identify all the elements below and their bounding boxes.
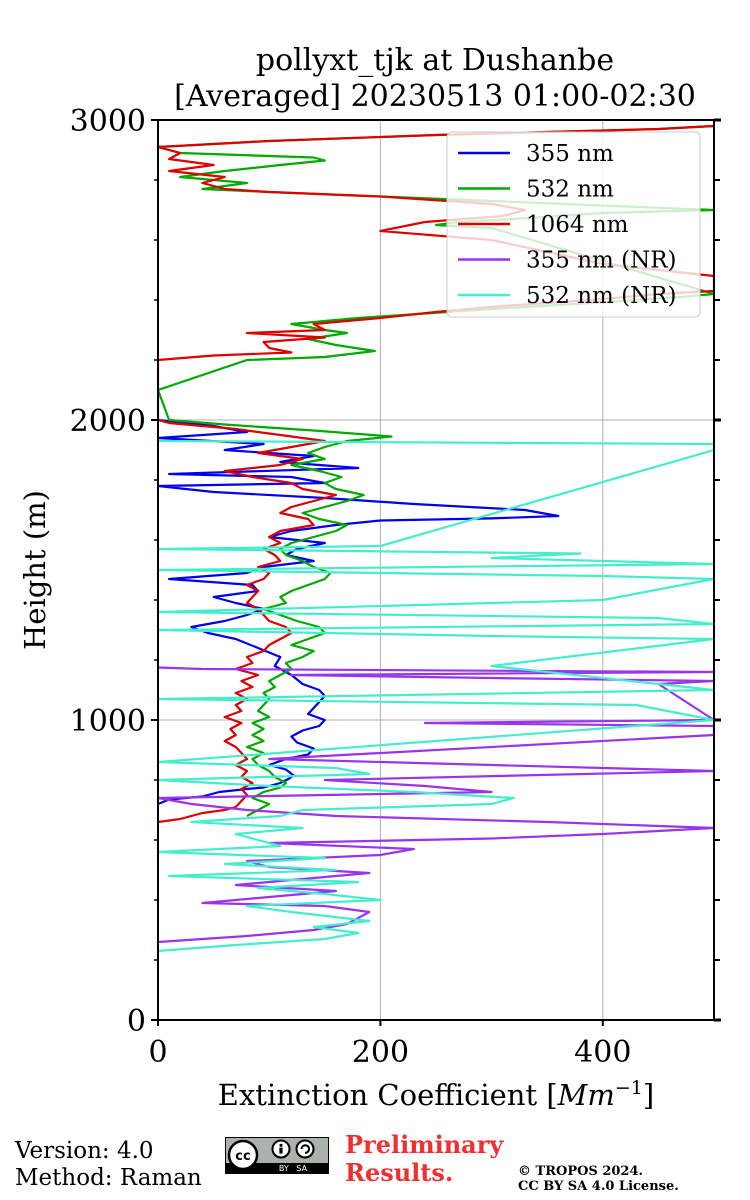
preliminary-text-line-1: Preliminary xyxy=(345,1130,504,1159)
axis-ticks: 0 200 400 0 1000 2000 3000 xyxy=(70,104,721,1070)
x-axis-label-exponent: −1 xyxy=(615,1077,643,1099)
x-axis-label-prefix: Extinction Coefficient [ xyxy=(218,1078,558,1112)
cc-icon xyxy=(227,1139,259,1171)
preliminary-text-line-2: Results. xyxy=(345,1158,454,1187)
copyright-text-line-1: © TROPOS 2024. xyxy=(518,1164,644,1179)
cc-badge-label: BY SA xyxy=(279,1164,308,1173)
legend-label: 1064 nm xyxy=(526,212,629,238)
method-text: Method: Raman xyxy=(15,1165,202,1191)
legend: 355 nm 532 nm 1064 nm 355 nm (NR) 532 nm (NR… xyxy=(446,131,701,318)
share-alike-icon xyxy=(295,1139,315,1159)
x-axis-label-unit: Mm xyxy=(557,1078,615,1112)
x-tick-label: 0 xyxy=(148,1035,167,1070)
series-line-5 xyxy=(158,439,714,953)
chart-title-line-1: pollyxt_tjk at Dushanbe xyxy=(256,43,614,78)
legend-label: 355 nm xyxy=(526,141,614,167)
legend-label: 532 nm (NR) xyxy=(526,283,677,309)
y-axis-label: Height (m) xyxy=(18,490,52,650)
version-text: Version: 4.0 xyxy=(15,1138,154,1164)
x-axis-label-suffix: ] xyxy=(643,1078,654,1112)
series-line-4 xyxy=(158,666,714,944)
legend-label: 532 nm xyxy=(526,177,614,203)
cc-icon-text: cc xyxy=(235,1149,250,1164)
y-tick-label: 3000 xyxy=(70,104,146,139)
series-line-3 xyxy=(158,124,714,824)
chart-title-line-2: [Averaged] 20230513 01:00-02:30 xyxy=(174,79,696,114)
x-tick-label: 400 xyxy=(574,1035,631,1070)
legend-box xyxy=(446,131,701,318)
preliminary-notice: Preliminary Results. xyxy=(345,1131,503,1187)
x-axis-label: Extinction Coefficient [Mm−1] xyxy=(218,1077,654,1112)
copyright-notice: © TROPOS 2024. CC BY SA 4.0 License. xyxy=(518,1164,679,1194)
cc-license-badge: cc BY SA xyxy=(225,1137,329,1174)
plot-frame xyxy=(157,119,715,1021)
x-tick-label: 200 xyxy=(352,1035,409,1070)
footer-info: Version: 4.0 Method: Raman xyxy=(15,1138,202,1192)
y-tick-label: 2000 xyxy=(70,404,146,439)
y-tick-label: 0 xyxy=(127,1004,146,1039)
copyright-text-line-2: CC BY SA 4.0 License. xyxy=(518,1179,679,1194)
y-tick-label: 1000 xyxy=(70,704,146,739)
legend-label: 355 nm (NR) xyxy=(526,248,677,274)
